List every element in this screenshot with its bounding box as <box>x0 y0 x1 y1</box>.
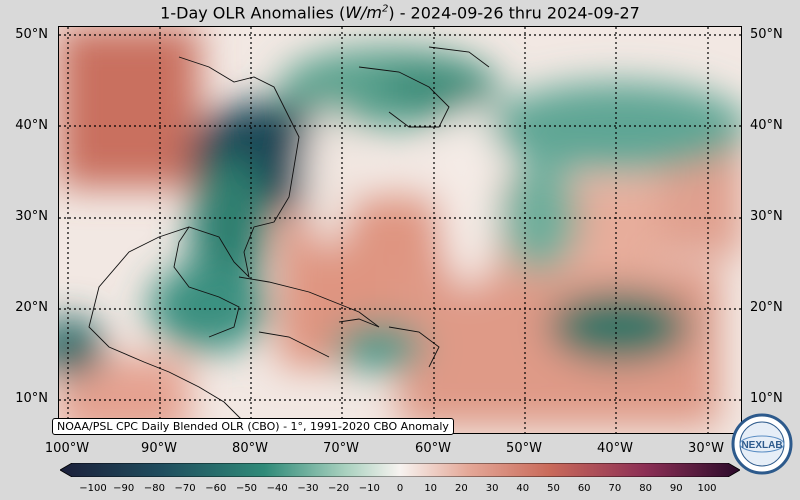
colorbar-tick-label: 30 <box>485 483 499 494</box>
colorbar-tick-label: −40 <box>266 483 288 494</box>
lat-label-left: 10°N <box>15 391 48 406</box>
lon-label: 90°W <box>141 441 177 456</box>
lat-label-left: 20°N <box>15 300 48 315</box>
lat-label-right: 50°N <box>750 27 783 42</box>
lat-label-right: 10°N <box>750 391 783 406</box>
colorbar-tick-label: −30 <box>297 483 319 494</box>
colorbar-tick-label: −70 <box>174 483 196 494</box>
colorbar-tick-label: −20 <box>328 483 350 494</box>
lon-label: 30°W <box>688 441 724 456</box>
olr-anomaly-map <box>58 26 742 434</box>
lat-label-right: 40°N <box>750 118 783 133</box>
colorbar-tick-label: 40 <box>516 483 530 494</box>
lat-label-left: 50°N <box>15 27 48 42</box>
colorbar-tick-label: 10 <box>424 483 438 494</box>
lon-label: 70°W <box>323 441 359 456</box>
colorbar-tick-label: 0 <box>396 483 404 494</box>
colorbar-tick-label: −90 <box>113 483 135 494</box>
lat-label-right: 20°N <box>750 300 783 315</box>
colorbar-tick-label: 90 <box>669 483 683 494</box>
colorbar-tick-label: 60 <box>577 483 591 494</box>
colorbar-tick-label: 20 <box>455 483 468 494</box>
lon-label: 50°W <box>506 441 542 456</box>
colorbar-tick-label: 100 <box>697 483 717 494</box>
colorbar-tick-label: 80 <box>639 483 652 494</box>
svg-text:NEXLAB: NEXLAB <box>741 440 782 451</box>
colorbar-tick-label: −100 <box>79 483 107 494</box>
colorbar-tick-label: −80 <box>143 483 165 494</box>
lon-label: 100°W <box>44 441 90 456</box>
map-title: 1-Day OLR Anomalies (W/m2) - 2024-09-26 … <box>160 3 640 23</box>
lon-label: 40°W <box>597 441 633 456</box>
lat-label-left: 30°N <box>15 209 48 224</box>
lat-label-left: 40°N <box>15 118 48 133</box>
lat-label-right: 30°N <box>750 209 783 224</box>
data-source-credit: NOAA/PSL CPC Daily Blended OLR (CBO) - 1… <box>52 418 454 435</box>
colorbar-tick-label: 50 <box>547 483 560 494</box>
anomaly-field <box>59 27 741 433</box>
colorbar-tick-label: −10 <box>358 483 380 494</box>
colorbar-tick-label: 70 <box>608 483 622 494</box>
lon-label: 80°W <box>232 441 268 456</box>
lon-label: 60°W <box>415 441 451 456</box>
colorbar-tick-label: −50 <box>235 483 258 494</box>
nexlab-logo: NEXLAB <box>731 413 793 475</box>
graticule <box>59 27 741 433</box>
colorbar <box>59 462 741 478</box>
coastlines <box>88 46 490 433</box>
colorbar-tick-label: −60 <box>205 483 227 494</box>
